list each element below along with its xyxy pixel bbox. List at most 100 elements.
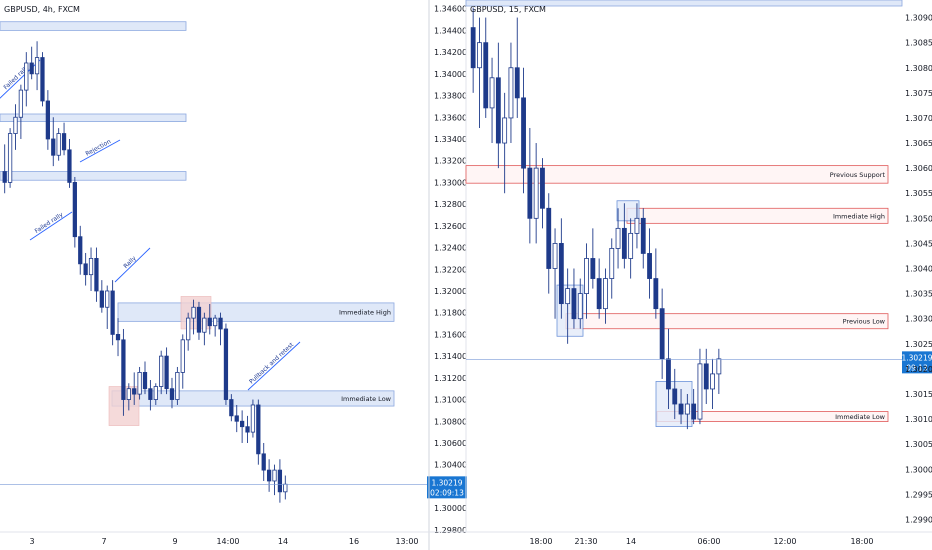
right-candle-body bbox=[628, 232, 634, 259]
left-zone bbox=[0, 113, 187, 122]
right-candle-body bbox=[678, 403, 684, 415]
left-candle-body bbox=[277, 469, 283, 493]
left-y-tick-label: 1.32000 bbox=[434, 287, 467, 296]
left-countdown: 02:09:13 bbox=[430, 488, 464, 497]
left-y-axis[interactable]: 1.34600 1.34400 1.34200 1.34000 1.33800 1.336… bbox=[434, 5, 467, 535]
left-candle-body bbox=[40, 57, 45, 102]
right-candle-body bbox=[565, 288, 571, 305]
right-candle-body bbox=[697, 363, 703, 420]
right-level-zone bbox=[465, 165, 889, 184]
right-candle-body bbox=[527, 167, 533, 219]
right-candle-body bbox=[571, 288, 577, 320]
right-candle-body bbox=[703, 363, 709, 390]
right-x-axis[interactable]: 18:00 21:30 14 06:00 12:00 18:00 bbox=[529, 537, 873, 546]
left-candle-body bbox=[191, 306, 196, 319]
left-candle-body bbox=[159, 355, 164, 387]
left-candle-body bbox=[51, 138, 56, 156]
left-candle-body bbox=[45, 100, 50, 140]
right-chart-title: GBPUSD, 15, FXCM bbox=[470, 5, 546, 14]
right-candle-body bbox=[691, 403, 697, 420]
right-chart-panel[interactable]: Previous Support Immediate High Previous L… bbox=[465, 0, 932, 546]
left-candle-body bbox=[99, 290, 104, 308]
left-x-tick-label: 7 bbox=[101, 537, 106, 546]
left-y-tick-label: 1.33800 bbox=[434, 92, 467, 101]
left-candle-body bbox=[261, 453, 266, 471]
left-y-tick-label: 1.30800 bbox=[434, 417, 467, 426]
left-last-price-value: 1.30219 bbox=[431, 478, 462, 487]
left-y-tick-label: 1.32600 bbox=[434, 222, 467, 231]
right-x-tick-label: 21:30 bbox=[574, 537, 597, 546]
right-y-tick-label: 1.30200 bbox=[905, 365, 932, 374]
left-candle-body bbox=[105, 290, 110, 308]
right-last-price-tag bbox=[902, 351, 932, 374]
left-y-tick-label: 1.30000 bbox=[434, 504, 467, 513]
left-pink-box bbox=[180, 296, 212, 330]
right-candle-body bbox=[653, 278, 659, 310]
right-level-label: Immediate Low bbox=[835, 413, 886, 421]
left-zone bbox=[0, 171, 187, 181]
right-candle-body bbox=[477, 42, 482, 69]
left-candle-body bbox=[234, 415, 239, 422]
right-candle-body bbox=[508, 67, 514, 119]
left-candle-body bbox=[213, 317, 218, 327]
annotation-arrow bbox=[79, 139, 121, 163]
left-candle-body bbox=[110, 290, 115, 335]
right-level-zone bbox=[565, 313, 889, 330]
left-candle-body bbox=[202, 317, 207, 333]
right-candle-body bbox=[659, 308, 665, 360]
left-x-tick-label: 14 bbox=[278, 537, 288, 546]
left-candle-body bbox=[153, 386, 158, 400]
left-candle-body bbox=[218, 317, 223, 330]
right-candle-body bbox=[552, 243, 558, 269]
left-y-tick-label: 1.31400 bbox=[434, 352, 467, 361]
left-candle-body bbox=[88, 257, 94, 276]
left-zone bbox=[0, 21, 187, 31]
left-y-tick-label: 1.34600 bbox=[434, 5, 467, 14]
right-candle-body bbox=[647, 253, 652, 279]
right-y-tick-label: 1.30900 bbox=[905, 14, 932, 23]
left-candle-body bbox=[256, 404, 261, 455]
right-last-price-value: 1.30219 bbox=[901, 353, 932, 362]
left-candle-body bbox=[272, 469, 277, 482]
left-candle-body bbox=[169, 388, 175, 400]
left-y-tick-label: 1.34000 bbox=[434, 70, 467, 79]
left-y-tick-label: 1.31000 bbox=[434, 396, 467, 405]
left-x-tick-label: 9 bbox=[172, 537, 177, 546]
right-y-tick-label: 1.30550 bbox=[905, 189, 932, 198]
right-y-tick-label: 1.30000 bbox=[905, 465, 932, 474]
right-candle-body bbox=[521, 97, 526, 169]
left-candle-body bbox=[78, 236, 83, 265]
left-last-price-tag bbox=[427, 476, 467, 499]
right-y-tick-label: 1.30650 bbox=[905, 139, 932, 148]
left-x-tick-label: 14:00 bbox=[216, 537, 239, 546]
right-candle-body bbox=[596, 278, 602, 310]
left-x-tick-label: 13:00 bbox=[395, 537, 418, 546]
right-level-label: Previous Support bbox=[830, 171, 886, 179]
left-candle-body bbox=[7, 133, 13, 183]
right-x-tick-label: 06:00 bbox=[697, 537, 720, 546]
annotation-arrow bbox=[247, 341, 301, 391]
left-candle-body bbox=[94, 257, 99, 292]
left-x-axis[interactable]: 3 7 9 14:00 14 16 13:00 bbox=[29, 537, 418, 546]
left-y-tick-label: 1.33600 bbox=[434, 113, 467, 122]
right-y-tick-label: 1.30100 bbox=[905, 415, 932, 424]
left-zone-label: Immediate High bbox=[339, 309, 391, 317]
left-y-tick-label: 1.34400 bbox=[434, 26, 467, 35]
left-candle-body bbox=[164, 355, 169, 390]
left-y-tick-label: 1.32400 bbox=[434, 244, 467, 253]
left-candle-body bbox=[266, 469, 272, 482]
right-y-tick-label: 1.30400 bbox=[905, 265, 932, 274]
left-y-tick-label: 1.33200 bbox=[434, 157, 467, 166]
left-candle-body bbox=[196, 306, 202, 333]
right-candle-body bbox=[483, 42, 489, 109]
right-y-axis[interactable]: 1.30900 1.30850 1.30800 1.30750 1.30700 1.306… bbox=[905, 14, 932, 525]
left-x-tick-label: 3 bbox=[29, 537, 34, 546]
right-y-tick-label: 1.29900 bbox=[905, 515, 932, 524]
right-candle-body bbox=[590, 258, 596, 279]
left-candle-body bbox=[29, 62, 34, 75]
left-y-tick-label: 1.31600 bbox=[434, 330, 467, 339]
left-candle-body bbox=[186, 317, 191, 341]
